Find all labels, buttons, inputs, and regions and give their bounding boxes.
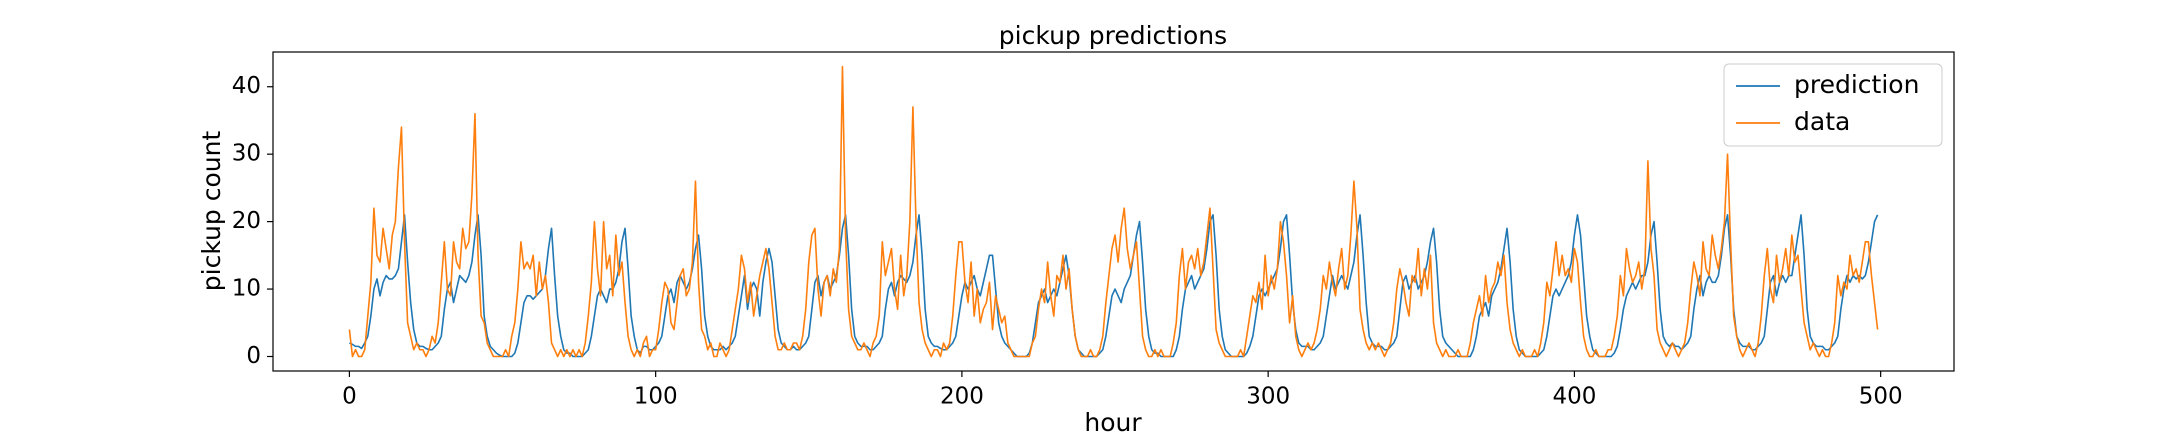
y-tick-label: 0 [246,343,261,369]
y-axis-label: pickup count [197,131,226,292]
legend-box [1723,63,1943,147]
y-tick-label: 30 [232,141,261,167]
data-line [349,214,1879,358]
data-line [348,65,1879,358]
x-tick-label: 200 [940,384,984,410]
x-tick-label: 100 [634,384,678,410]
legend-label: prediction [1794,70,1919,99]
y-tick-label: 20 [232,208,261,234]
x-tick-label: 0 [342,384,357,410]
x-tick-label: 400 [1552,384,1596,410]
x-axis-label: hour [1084,408,1142,432]
legend-label: data [1794,107,1850,136]
x-tick-label: 300 [1246,384,1290,410]
chart-title: pickup predictions [999,21,1227,50]
x-tick-label: 500 [1859,384,1903,410]
plot-frame [272,51,1955,372]
legend: prediction data [1723,63,1943,147]
y-tick-label: 10 [232,276,261,302]
y-tick-label: 40 [232,73,261,99]
